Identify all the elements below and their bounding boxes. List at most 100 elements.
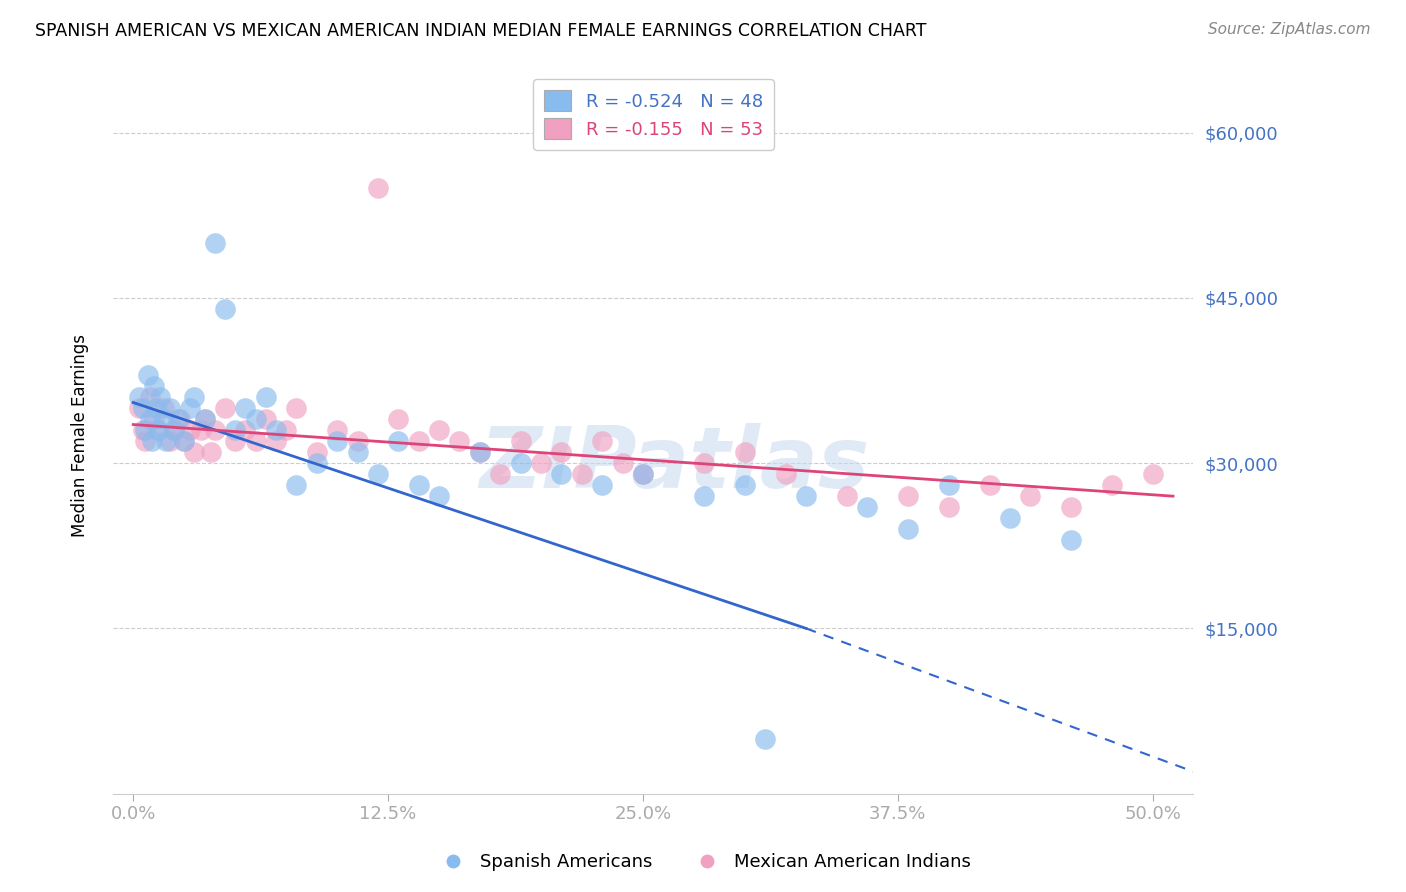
Point [149, 390, 172, 404]
Point [346, 434, 368, 448]
Point [235, 423, 257, 437]
Point [612, 456, 634, 470]
Point [509, 456, 531, 470]
Point [245, 434, 267, 448]
Point [245, 412, 267, 426]
Point [367, 467, 389, 482]
Legend: R = -0.524   N = 48, R = -0.155   N = 53: R = -0.524 N = 48, R = -0.155 N = 53 [533, 79, 773, 150]
Point [183, 445, 205, 459]
Point [159, 434, 181, 448]
Point [204, 423, 226, 437]
Point [1060, 533, 1083, 548]
Text: SPANISH AMERICAN VS MEXICAN AMERICAN INDIAN MEDIAN FEMALE EARNINGS CORRELATION C: SPANISH AMERICAN VS MEXICAN AMERICAN IND… [35, 22, 927, 40]
Point [163, 423, 186, 437]
Point [326, 423, 349, 437]
Point [146, 423, 169, 437]
Point [285, 478, 308, 492]
Point [179, 401, 201, 415]
Point [897, 522, 920, 536]
Point [591, 478, 613, 492]
Point [367, 180, 389, 194]
Point [979, 478, 1001, 492]
Point [167, 412, 190, 426]
Point [489, 467, 512, 482]
Point [204, 235, 226, 250]
Point [194, 412, 217, 426]
Y-axis label: Median Female Earnings: Median Female Earnings [72, 334, 89, 537]
Point [155, 434, 177, 448]
Point [468, 445, 491, 459]
Point [134, 434, 156, 448]
Point [938, 500, 960, 515]
Point [346, 445, 368, 459]
Point [693, 489, 716, 503]
Point [264, 423, 287, 437]
Point [276, 423, 298, 437]
Point [173, 434, 195, 448]
Point [153, 412, 176, 426]
Point [200, 445, 222, 459]
Point [142, 412, 165, 426]
Point [169, 412, 191, 426]
Point [631, 467, 654, 482]
Point [998, 511, 1021, 525]
Point [427, 423, 450, 437]
Point [754, 731, 776, 746]
Point [141, 434, 163, 448]
Text: Source: ZipAtlas.com: Source: ZipAtlas.com [1208, 22, 1371, 37]
Point [571, 467, 593, 482]
Point [897, 489, 920, 503]
Point [194, 412, 217, 426]
Point [285, 401, 308, 415]
Point [159, 401, 181, 415]
Point [163, 423, 186, 437]
Point [142, 379, 165, 393]
Point [128, 390, 150, 404]
Point [1019, 489, 1042, 503]
Point [214, 401, 236, 415]
Point [631, 467, 654, 482]
Point [179, 423, 201, 437]
Point [146, 423, 169, 437]
Text: ZIPatlas: ZIPatlas [479, 423, 870, 506]
Point [145, 401, 167, 415]
Point [1142, 467, 1164, 482]
Point [856, 500, 879, 515]
Point [153, 401, 176, 415]
Point [138, 412, 160, 426]
Point [183, 390, 205, 404]
Point [775, 467, 797, 482]
Point [305, 456, 328, 470]
Point [794, 489, 817, 503]
Point [387, 434, 409, 448]
Point [1060, 500, 1083, 515]
Point [235, 401, 257, 415]
Point [835, 489, 858, 503]
Legend: Spanish Americans, Mexican American Indians: Spanish Americans, Mexican American Indi… [427, 847, 979, 879]
Point [305, 445, 328, 459]
Point [134, 423, 156, 437]
Point [326, 434, 349, 448]
Point [693, 456, 716, 470]
Point [254, 390, 277, 404]
Point [387, 412, 409, 426]
Point [1101, 478, 1123, 492]
Point [136, 368, 159, 382]
Point [254, 412, 277, 426]
Point [173, 434, 195, 448]
Point [449, 434, 471, 448]
Point [128, 401, 150, 415]
Point [530, 456, 553, 470]
Point [138, 390, 160, 404]
Point [132, 423, 155, 437]
Point [734, 445, 756, 459]
Point [734, 478, 756, 492]
Point [224, 423, 246, 437]
Point [468, 445, 491, 459]
Point [264, 434, 287, 448]
Point [132, 401, 155, 415]
Point [509, 434, 531, 448]
Point [591, 434, 613, 448]
Point [190, 423, 212, 437]
Point [550, 445, 572, 459]
